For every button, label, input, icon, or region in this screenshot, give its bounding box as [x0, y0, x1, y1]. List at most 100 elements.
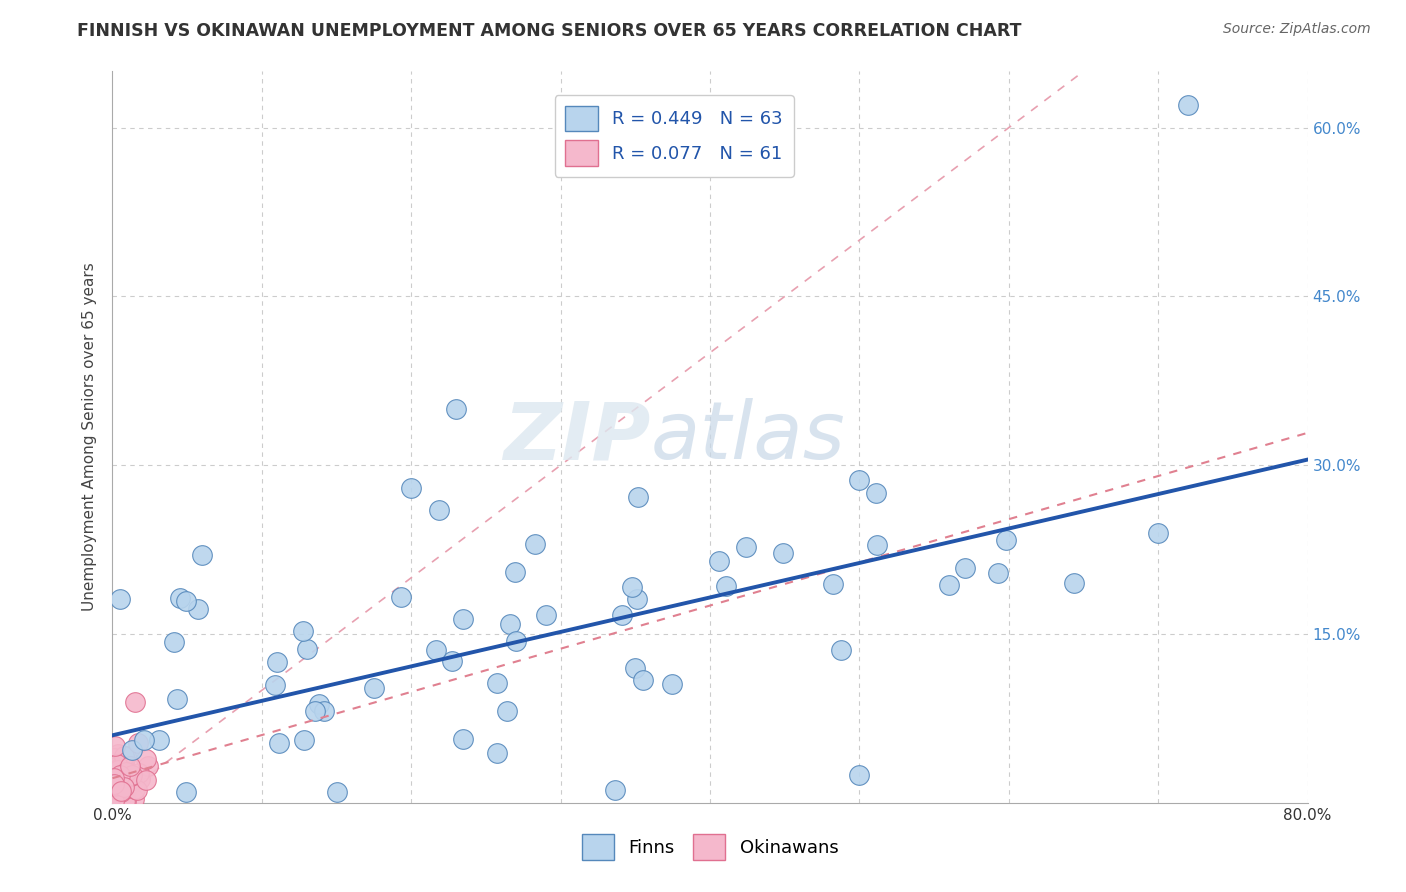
Point	[486, 747, 509, 761]
Point	[127, 736, 149, 750]
Point	[103, 760, 125, 774]
Point	[121, 743, 143, 757]
Point	[105, 776, 128, 790]
Point	[363, 681, 385, 695]
Point	[135, 772, 157, 787]
Point	[524, 537, 547, 551]
Point	[121, 768, 143, 782]
Point	[451, 731, 474, 746]
Point	[499, 617, 522, 632]
Point	[623, 661, 645, 675]
Point	[135, 752, 157, 766]
Point	[427, 503, 450, 517]
Point	[120, 759, 142, 773]
Point	[169, 591, 191, 605]
Point	[269, 736, 291, 750]
Point	[124, 782, 146, 797]
Point	[108, 761, 131, 775]
Point	[314, 704, 336, 718]
Point	[264, 678, 287, 692]
Point	[865, 538, 887, 552]
Point	[103, 771, 125, 785]
Point	[631, 673, 654, 687]
Point	[627, 490, 650, 504]
Point	[304, 705, 326, 719]
Point	[115, 793, 138, 807]
Point	[485, 676, 508, 690]
Point	[191, 548, 214, 562]
Point	[444, 401, 467, 416]
Point	[163, 634, 186, 648]
Point	[1147, 525, 1170, 540]
Point	[107, 760, 129, 774]
Point	[105, 761, 128, 775]
Point	[110, 762, 132, 776]
Point	[112, 749, 135, 764]
Point	[505, 634, 527, 648]
Point	[115, 765, 138, 780]
Text: atlas: atlas	[651, 398, 845, 476]
Point	[104, 780, 127, 794]
Point	[112, 780, 135, 794]
Point	[104, 779, 127, 793]
Point	[125, 783, 148, 797]
Point	[111, 773, 134, 788]
Point	[108, 763, 131, 777]
Point	[108, 767, 131, 781]
Y-axis label: Unemployment Among Seniors over 65 years: Unemployment Among Seniors over 65 years	[82, 263, 97, 611]
Point	[103, 751, 125, 765]
Point	[103, 793, 125, 807]
Point	[451, 612, 474, 626]
Point	[104, 775, 127, 789]
Point	[112, 756, 135, 770]
Point	[128, 766, 150, 780]
Point	[104, 778, 127, 792]
Point	[308, 697, 330, 711]
Point	[534, 608, 557, 623]
Point	[103, 763, 125, 777]
Point	[115, 765, 138, 780]
Point	[103, 777, 125, 791]
Legend: Finns, Okinawans: Finns, Okinawans	[574, 827, 846, 867]
Point	[110, 777, 132, 791]
Point	[955, 560, 977, 574]
Point	[848, 767, 870, 781]
Point	[103, 789, 125, 803]
Point	[603, 782, 626, 797]
Point	[734, 540, 756, 554]
Point	[714, 579, 737, 593]
Point	[107, 771, 129, 785]
Point	[134, 733, 156, 747]
Point	[401, 481, 423, 495]
Point	[174, 784, 197, 798]
Point	[114, 793, 136, 807]
Point	[661, 677, 683, 691]
Point	[115, 749, 138, 764]
Point	[115, 780, 138, 795]
Point	[107, 764, 129, 778]
Point	[987, 566, 1010, 581]
Point	[325, 784, 347, 798]
Point	[107, 781, 129, 796]
Point	[105, 756, 128, 771]
Text: FINNISH VS OKINAWAN UNEMPLOYMENT AMONG SENIORS OVER 65 YEARS CORRELATION CHART: FINNISH VS OKINAWAN UNEMPLOYMENT AMONG S…	[77, 22, 1022, 40]
Point	[620, 580, 643, 594]
Point	[174, 594, 197, 608]
Point	[136, 759, 159, 773]
Point	[187, 602, 209, 616]
Point	[108, 774, 131, 789]
Point	[830, 643, 852, 657]
Point	[124, 694, 146, 708]
Point	[104, 760, 127, 774]
Point	[994, 533, 1017, 547]
Point	[114, 780, 136, 794]
Point	[425, 643, 447, 657]
Point	[117, 765, 139, 780]
Point	[496, 704, 519, 718]
Point	[110, 785, 132, 799]
Point	[266, 655, 288, 669]
Point	[105, 774, 128, 789]
Point	[503, 565, 526, 579]
Point	[389, 590, 412, 604]
Point	[610, 607, 633, 622]
